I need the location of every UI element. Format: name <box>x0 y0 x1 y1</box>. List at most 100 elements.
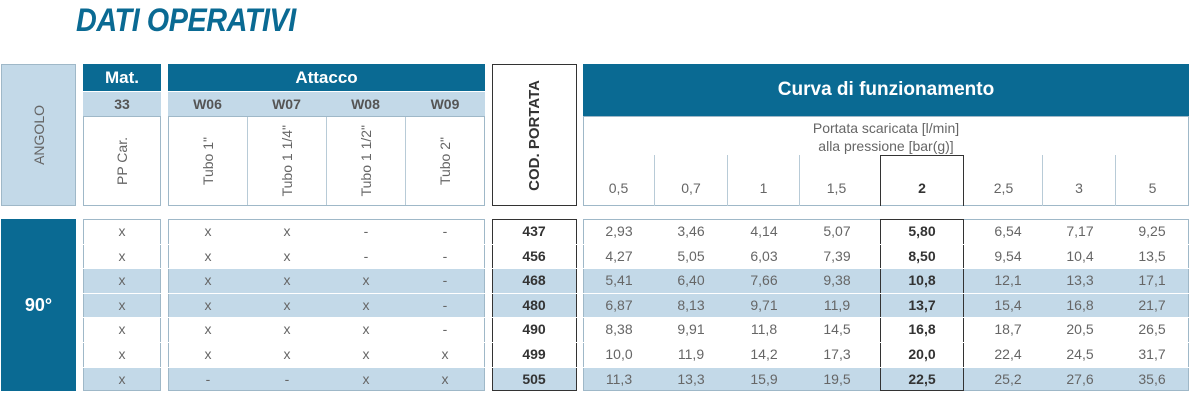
flow-value-cell: 20,0 <box>908 346 936 362</box>
flow-value-cell: 21,7 <box>1138 296 1166 313</box>
flow-value-cell: 22,4 <box>994 346 1022 362</box>
row-background <box>168 292 485 318</box>
pressure-header: 0,5 <box>583 155 655 206</box>
flow-value-cell: 15,4 <box>994 296 1022 313</box>
attacco-cell: - <box>442 272 448 289</box>
attacco-code-w06: W06 <box>193 96 222 112</box>
flow-value-cell: 24,5 <box>1066 346 1094 362</box>
flow-value-cell: 13,5 <box>1138 247 1166 264</box>
flow-value-cell: 2,93 <box>605 223 633 239</box>
flow-value-cell: 8,50 <box>908 247 936 264</box>
mat-cell: x <box>118 346 126 362</box>
row-divider <box>492 292 577 294</box>
attacco-code-w08: W08 <box>351 96 380 112</box>
attacco-cell: x <box>362 296 370 313</box>
mat-cell: x <box>118 272 126 289</box>
flow-value-cell: 6,03 <box>750 247 778 264</box>
row-background <box>492 366 577 392</box>
attacco-cell: x <box>283 346 291 362</box>
row-divider <box>83 243 161 245</box>
flow-value-cell: 14,5 <box>823 321 851 338</box>
row-divider <box>168 243 485 245</box>
mat-desc: PP Car. <box>114 137 130 185</box>
attacco-desc-cell: Tubo 1" <box>169 117 248 205</box>
attacco-body-frame <box>168 219 485 392</box>
cod-portata-cell: 480 <box>522 296 546 313</box>
row-divider <box>168 292 485 294</box>
flow-value-cell: 22,5 <box>908 370 936 387</box>
row-divider <box>583 317 1189 319</box>
pressure-header: 1 <box>728 155 800 206</box>
row-divider <box>492 268 577 270</box>
cod-portata-label: COD. PORTATA <box>526 79 543 191</box>
row-divider <box>168 268 485 270</box>
flow-value-cell: 14,2 <box>750 346 778 362</box>
pressure-header: 2 <box>880 155 964 206</box>
flow-value-cell: 10,4 <box>1066 247 1094 264</box>
flow-value-cell: 7,39 <box>823 247 851 264</box>
pressure-header: 5 <box>1148 179 1157 196</box>
attacco-cell: x <box>362 346 370 362</box>
attacco-desc-cell: Tubo 1 1/4" <box>248 117 327 205</box>
row-divider <box>168 342 485 343</box>
flow-value-cell: 13,3 <box>1066 272 1094 289</box>
pressure-header: 2,5 <box>965 155 1043 206</box>
flow-value-cell: 31,7 <box>1138 346 1166 362</box>
attacco-cell: x <box>362 272 370 289</box>
mat-cell: x <box>118 223 126 239</box>
flow-value-cell: 11,3 <box>605 370 633 387</box>
flow-value-cell: 9,25 <box>1138 223 1166 239</box>
pressure-header: 3 <box>1043 155 1116 206</box>
curva-sub-box <box>583 116 1189 206</box>
angle-value: 90° <box>1 219 76 391</box>
attacco-header: Attacco <box>168 64 485 91</box>
flow-value-cell: 8,38 <box>605 321 633 338</box>
flow-value-cell: 4,14 <box>750 223 778 239</box>
attacco-cell: x <box>204 321 212 338</box>
flow-value-cell: 5,80 <box>908 223 936 239</box>
flow-value-cell: 16,8 <box>1066 296 1094 313</box>
mat-code: 33 <box>83 92 161 116</box>
attacco-desc-w08: Tubo 1 1/2" <box>358 125 374 197</box>
attacco-cell: x <box>283 223 291 239</box>
mat-desc-cell: PP Car. <box>83 116 161 206</box>
row-divider <box>492 342 577 343</box>
row-divider <box>492 317 577 319</box>
portata-line2: alla pressione [bar(g)] <box>818 138 954 154</box>
flow-value-cell: 5,05 <box>677 247 705 264</box>
row-divider <box>583 366 1189 368</box>
flow-value-cell: 15,9 <box>750 370 778 387</box>
cod-portata-cell: 437 <box>522 223 546 239</box>
flow-value-cell: 11,9 <box>823 296 851 313</box>
attacco-cell: x <box>204 272 212 289</box>
row-background <box>583 292 1189 318</box>
attacco-cell: x <box>283 296 291 313</box>
row-divider <box>83 292 161 294</box>
mat-cell: x <box>118 321 126 338</box>
cod-portata-cell: 456 <box>522 247 546 264</box>
attacco-cell: x <box>441 370 449 387</box>
row-background <box>168 366 485 392</box>
flow-value-cell: 26,5 <box>1138 321 1166 338</box>
flow-value-cell: 20,5 <box>1066 321 1094 338</box>
attacco-desc-w07: Tubo 1 1/4" <box>279 125 295 197</box>
row-background <box>168 268 485 293</box>
cod-portata-cell: 499 <box>522 346 546 362</box>
row-divider <box>83 268 161 270</box>
row-divider <box>168 366 485 368</box>
flow-value-cell: 6,54 <box>994 223 1022 239</box>
attacco-codes-row: W06 W07 W08 W09 <box>168 92 485 116</box>
attacco-code-w09: W09 <box>430 96 460 112</box>
attacco-cell: - <box>363 247 369 264</box>
attacco-cell: x <box>362 370 370 387</box>
row-background <box>83 292 161 318</box>
mat-body-frame <box>83 219 161 392</box>
flow-value-cell: 16,8 <box>908 321 936 338</box>
row-divider <box>83 317 161 319</box>
flow-value-cell: 13,7 <box>908 296 936 313</box>
attacco-cell: - <box>442 321 448 338</box>
flow-value-cell: 18,7 <box>994 321 1022 338</box>
pressure-header: 1,5 <box>826 179 847 196</box>
flow-value-cell: 9,38 <box>823 272 851 289</box>
highlight-body-frame <box>880 219 964 392</box>
